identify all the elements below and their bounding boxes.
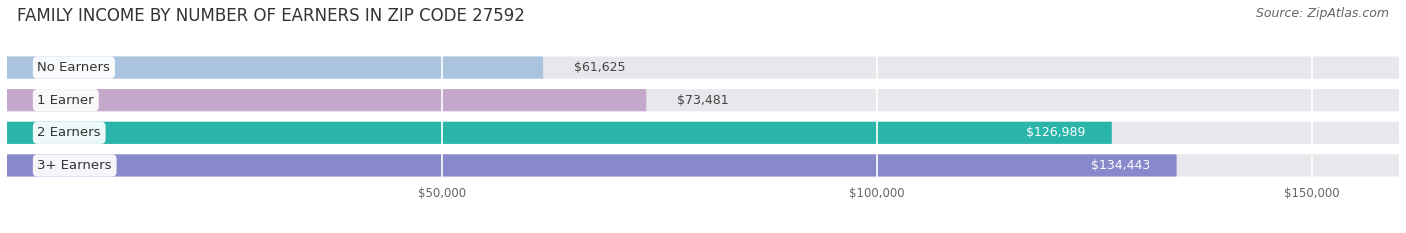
FancyBboxPatch shape [7, 122, 1112, 144]
Text: $134,443: $134,443 [1091, 159, 1150, 172]
FancyBboxPatch shape [7, 89, 1399, 111]
Text: $73,481: $73,481 [676, 94, 728, 107]
Text: No Earners: No Earners [38, 61, 110, 74]
FancyBboxPatch shape [7, 89, 647, 111]
Text: 3+ Earners: 3+ Earners [38, 159, 112, 172]
FancyBboxPatch shape [7, 154, 1399, 177]
Text: 2 Earners: 2 Earners [38, 126, 101, 139]
Text: $126,989: $126,989 [1026, 126, 1085, 139]
FancyBboxPatch shape [7, 56, 1399, 79]
FancyBboxPatch shape [7, 154, 1177, 177]
Text: FAMILY INCOME BY NUMBER OF EARNERS IN ZIP CODE 27592: FAMILY INCOME BY NUMBER OF EARNERS IN ZI… [17, 7, 524, 25]
Text: 1 Earner: 1 Earner [38, 94, 94, 107]
FancyBboxPatch shape [7, 122, 1399, 144]
Text: $61,625: $61,625 [574, 61, 626, 74]
FancyBboxPatch shape [7, 56, 543, 79]
Text: Source: ZipAtlas.com: Source: ZipAtlas.com [1256, 7, 1389, 20]
